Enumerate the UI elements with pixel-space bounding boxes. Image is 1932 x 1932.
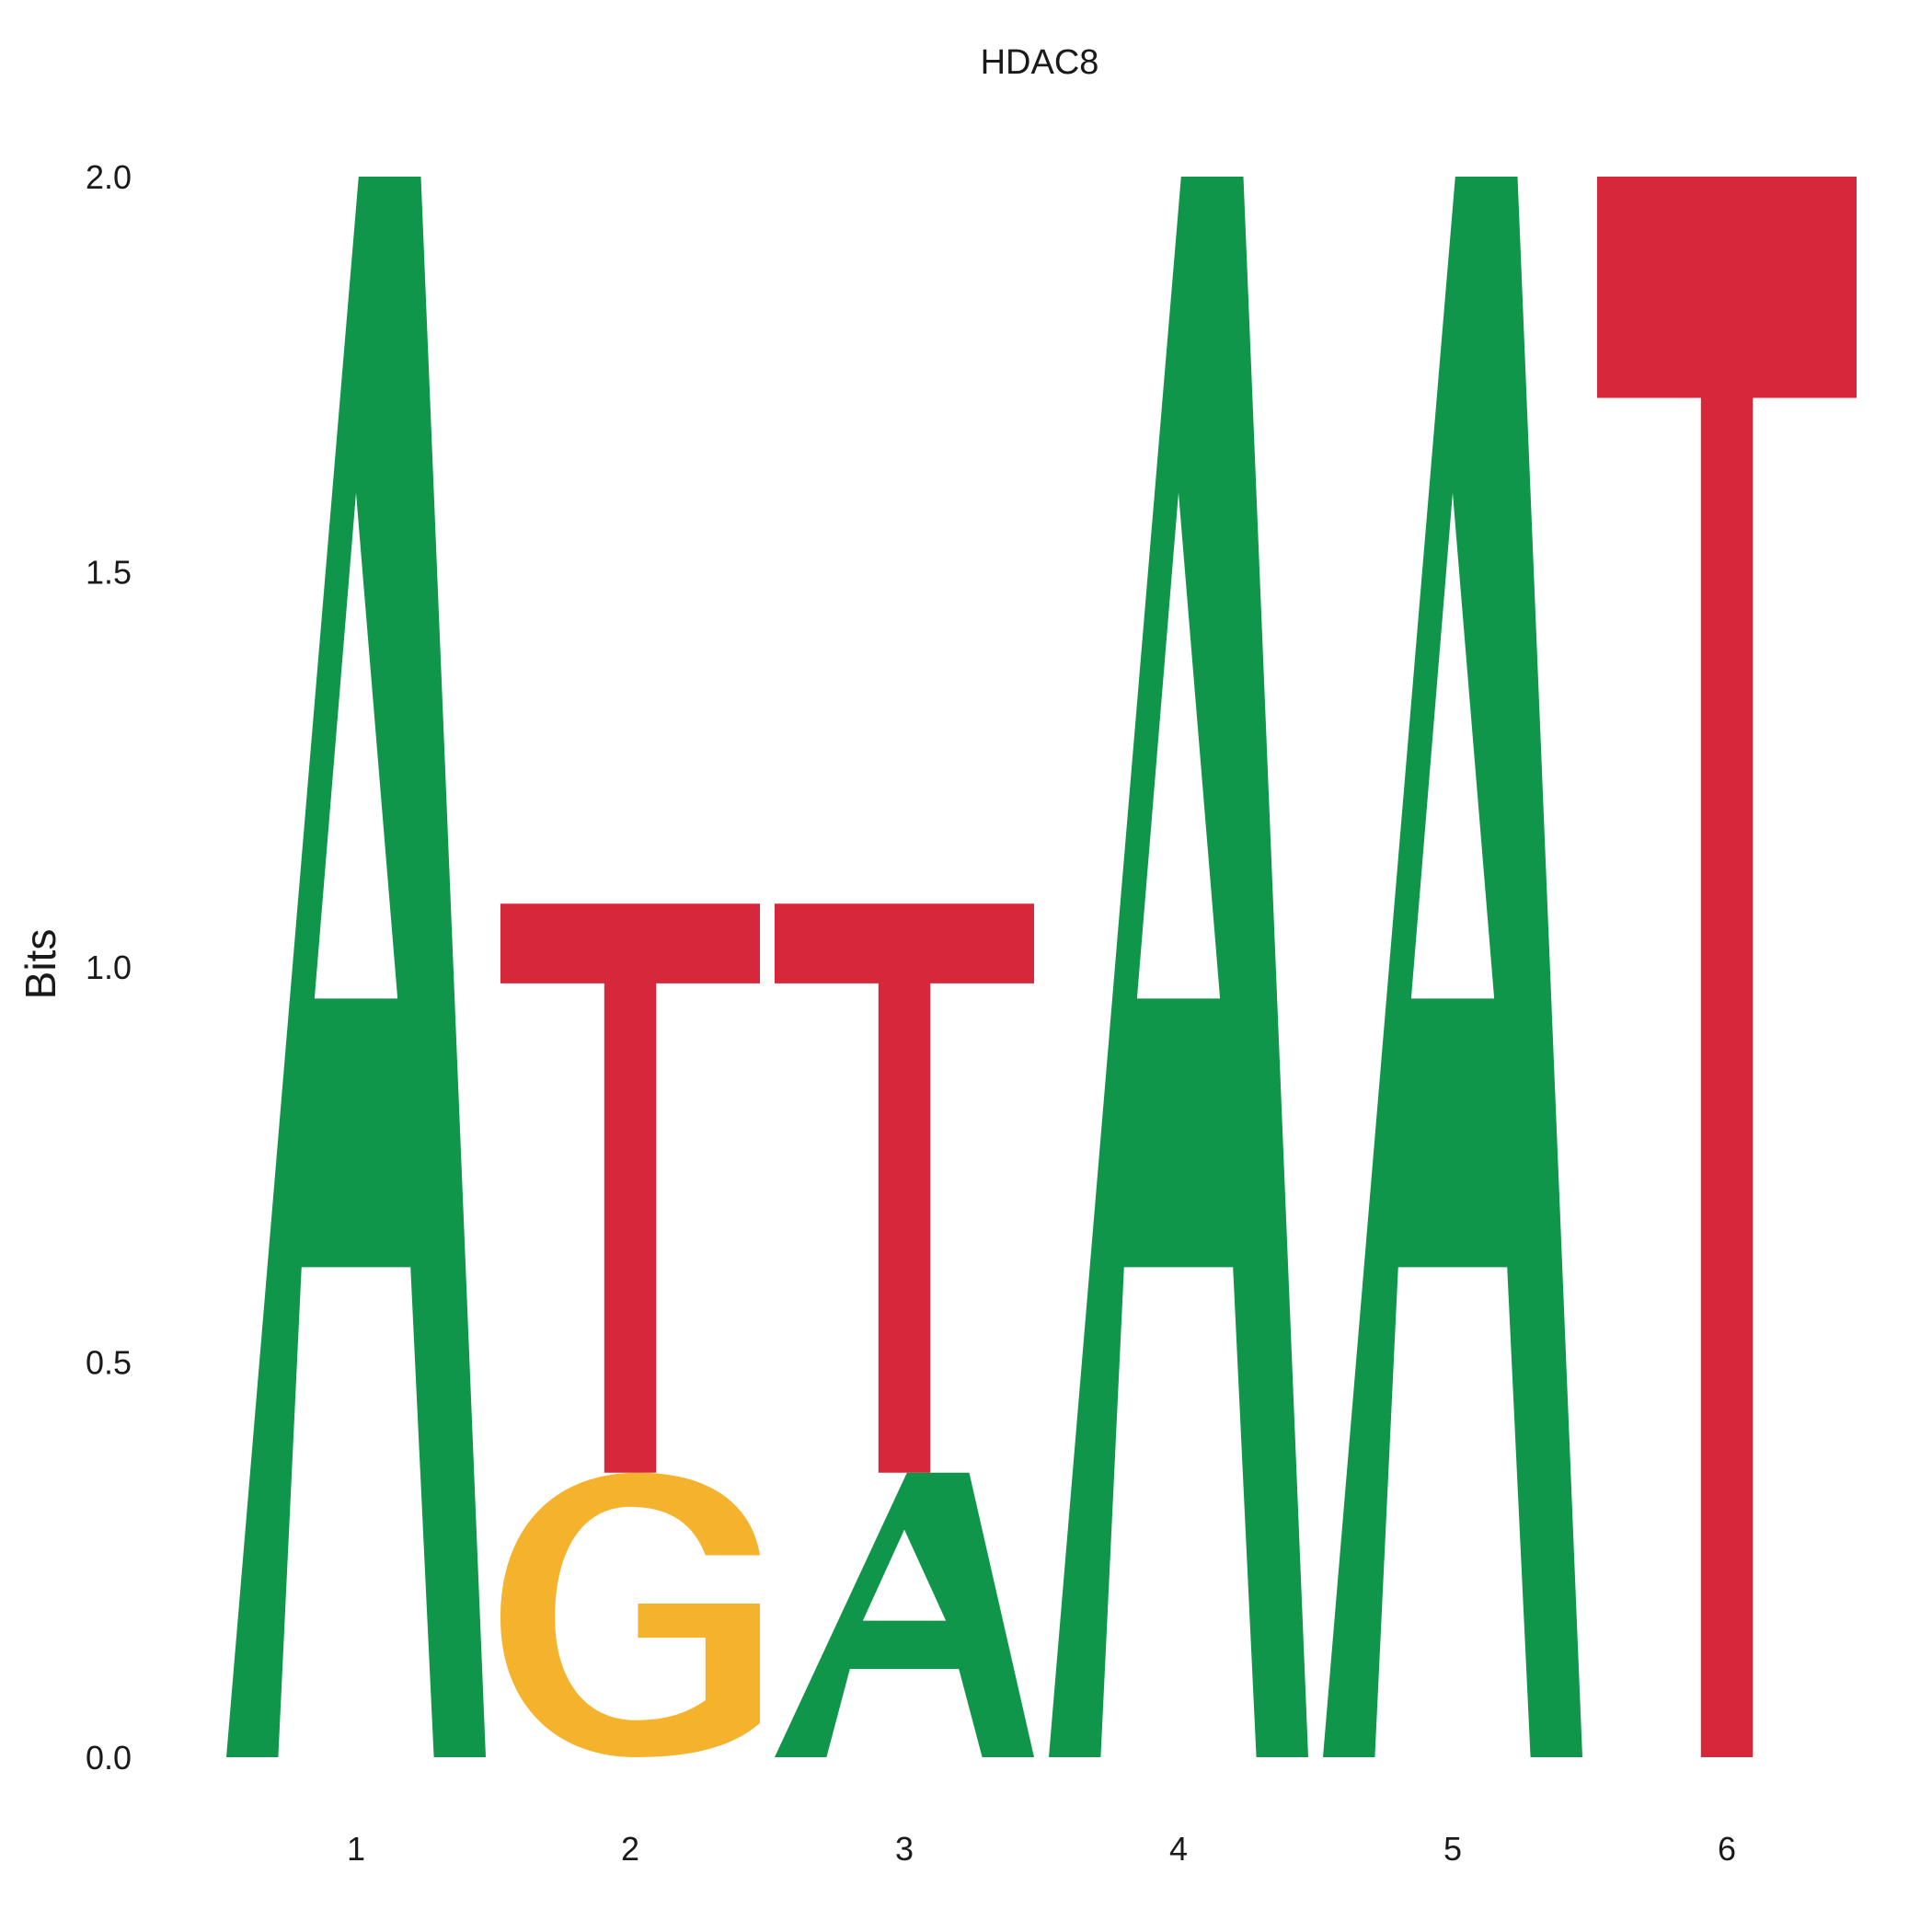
- x-tick-label: 4: [1169, 1830, 1188, 1868]
- logo-letter-t: [500, 903, 760, 1473]
- y-tick-label: 2.0: [86, 158, 132, 196]
- x-tick-label: 1: [347, 1830, 365, 1868]
- y-axis-label: Bits: [17, 929, 64, 1000]
- x-axis-ticks: 1 2 3 4 5 6: [347, 1830, 1736, 1868]
- logo-letter-a: [1323, 177, 1582, 1757]
- y-tick-label: 1.0: [86, 949, 132, 986]
- x-tick-label: 3: [895, 1830, 914, 1868]
- y-tick-label: 1.5: [86, 554, 132, 592]
- logo-letter-a: [226, 177, 486, 1757]
- logo-letter-t: [775, 903, 1034, 1473]
- logo-letter-t: [1597, 177, 1857, 1757]
- chart-title: HDAC8: [981, 43, 1099, 82]
- y-tick-label: 0.0: [86, 1739, 132, 1777]
- logo-letter-a: [1049, 177, 1308, 1757]
- logo-letter-stacks: [226, 177, 1857, 1757]
- x-tick-label: 2: [621, 1830, 639, 1868]
- y-axis-ticks: 0.0 0.5 1.0 1.5 2.0: [86, 158, 132, 1777]
- x-tick-label: 6: [1718, 1830, 1736, 1868]
- logo-letter-g: [500, 1472, 760, 1757]
- x-tick-label: 5: [1443, 1830, 1462, 1868]
- logo-letter-a: [775, 1472, 1034, 1757]
- y-tick-label: 0.5: [86, 1344, 132, 1382]
